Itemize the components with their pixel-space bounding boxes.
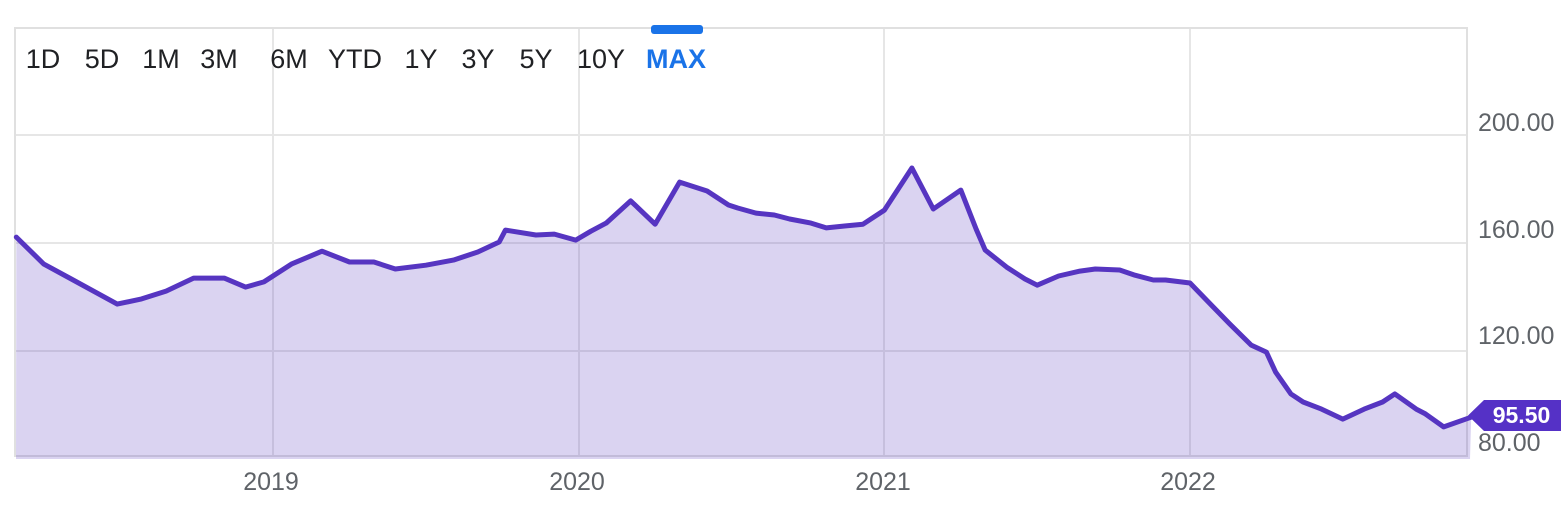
tab-1y[interactable]: 1Y — [404, 44, 438, 74]
x-tick-label-2019: 2019 — [243, 468, 299, 496]
price-area-chart[interactable] — [13, 29, 1474, 459]
tab-1d[interactable]: 1D — [25, 44, 61, 74]
price-line — [13, 165, 1474, 430]
tab-5d[interactable]: 5D — [84, 44, 120, 74]
tab-6m[interactable]: 6M — [270, 44, 308, 74]
y-tick-label-160: 160.00 — [1478, 216, 1555, 244]
v-gridline-2019 — [272, 29, 275, 455]
tab-1m[interactable]: 1M — [142, 44, 180, 74]
tab-5y[interactable]: 5Y — [519, 44, 553, 74]
chart-plot-area[interactable] — [13, 27, 1474, 459]
y-tick-label-120: 120.00 — [1478, 322, 1555, 350]
area-fill — [16, 168, 1472, 459]
tab-10y[interactable]: 10Y — [576, 44, 626, 74]
selected-tab-indicator — [651, 25, 703, 34]
h-gridline-160 — [16, 242, 1466, 245]
v-gridline-2021 — [883, 29, 886, 455]
x-tick-label-2020: 2020 — [549, 468, 605, 496]
x-tick-label-2021: 2021 — [855, 468, 911, 496]
y-tick-label-200: 200.00 — [1478, 109, 1555, 137]
tab-3m[interactable]: 3M — [200, 44, 238, 74]
v-gridline-2022 — [1189, 29, 1192, 455]
x-tick-label-2022: 2022 — [1160, 468, 1216, 496]
tab-max[interactable]: MAX — [646, 44, 706, 74]
tab-3y[interactable]: 3Y — [461, 44, 495, 74]
y-tick-label-80: 80.00 — [1478, 429, 1541, 457]
tab-ytd[interactable]: YTD — [328, 44, 382, 74]
last-price-tag: 95.50 — [1468, 400, 1561, 431]
h-gridline-120 — [16, 350, 1466, 353]
v-gridline-2020 — [577, 29, 580, 455]
h-gridline-200 — [16, 134, 1466, 137]
